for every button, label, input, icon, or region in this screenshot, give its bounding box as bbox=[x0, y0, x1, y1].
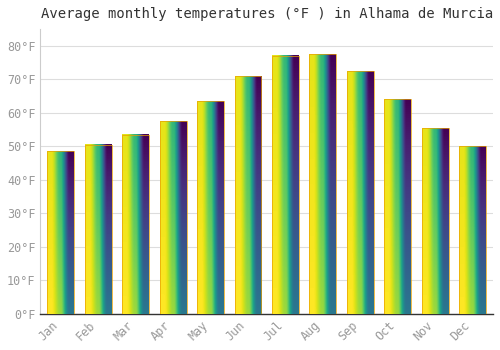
Bar bbox=[459, 146, 486, 314]
Bar bbox=[347, 71, 374, 314]
Bar bbox=[85, 145, 112, 314]
Bar bbox=[272, 56, 299, 314]
Title: Average monthly temperatures (°F ) in Alhama de Murcia: Average monthly temperatures (°F ) in Al… bbox=[40, 7, 493, 21]
Bar bbox=[160, 121, 186, 314]
Bar bbox=[197, 101, 224, 314]
Bar bbox=[234, 76, 262, 314]
Bar bbox=[48, 151, 74, 314]
Bar bbox=[122, 135, 149, 314]
Bar bbox=[422, 128, 448, 314]
Bar bbox=[384, 99, 411, 314]
Bar bbox=[310, 54, 336, 314]
